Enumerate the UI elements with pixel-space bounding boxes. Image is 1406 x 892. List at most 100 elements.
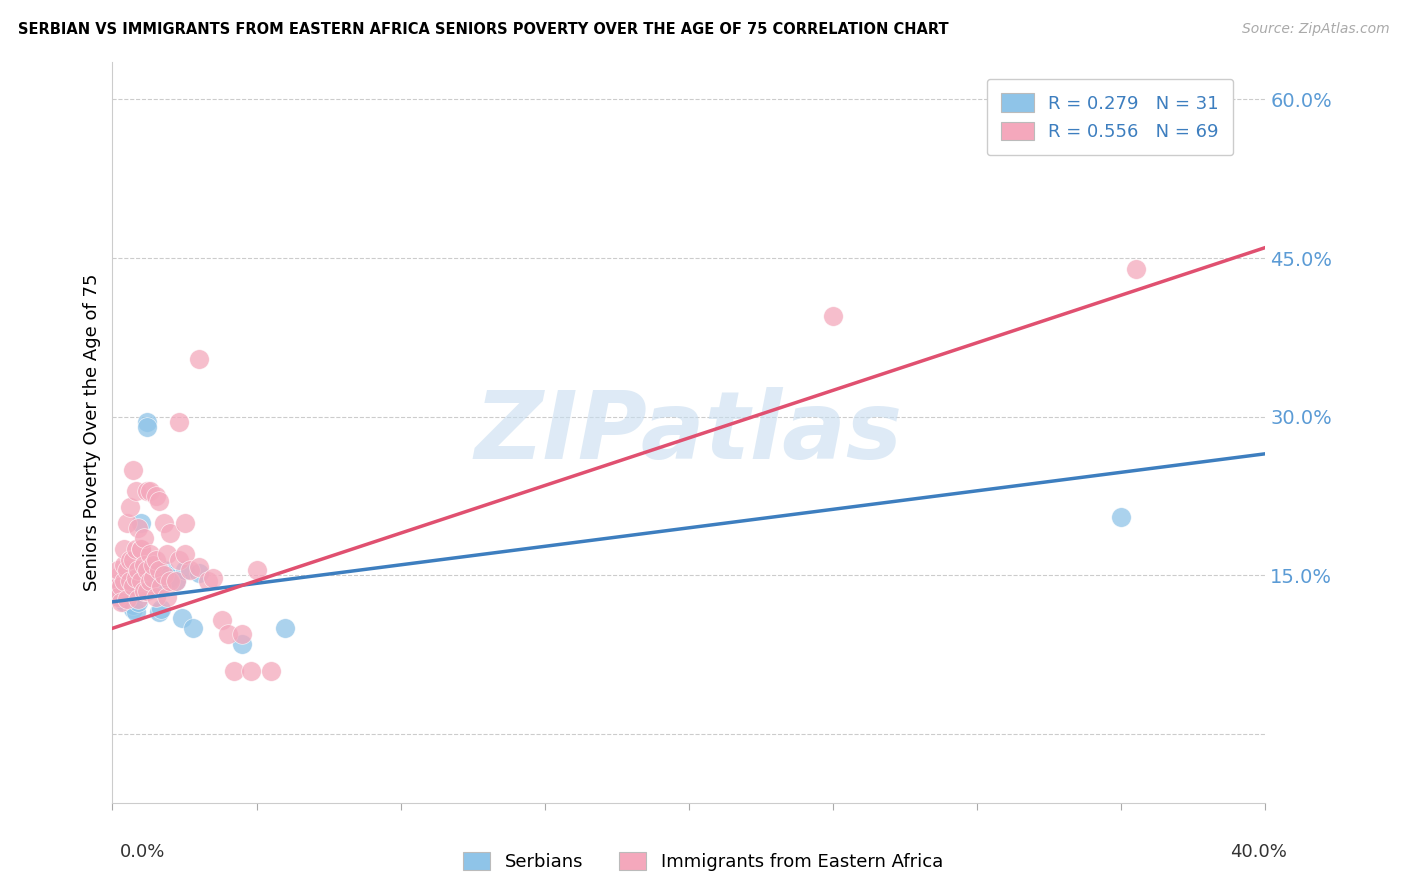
Point — [159, 570, 181, 584]
Point — [112, 574, 135, 588]
Point — [104, 581, 127, 595]
Point — [129, 541, 153, 556]
Point — [115, 563, 138, 577]
Point — [156, 568, 179, 582]
Text: 0.0%: 0.0% — [120, 843, 165, 861]
Point — [127, 591, 149, 606]
Point — [145, 552, 167, 566]
Point — [142, 558, 165, 572]
Point — [1111, 510, 1133, 524]
Point — [129, 563, 153, 577]
Point — [115, 516, 138, 530]
Point — [136, 420, 159, 434]
Point — [246, 563, 269, 577]
Point — [167, 415, 190, 429]
Point — [134, 558, 156, 572]
Point — [121, 602, 143, 616]
Point — [107, 590, 129, 604]
Point — [112, 595, 135, 609]
Point — [107, 563, 129, 577]
Text: Source: ZipAtlas.com: Source: ZipAtlas.com — [1241, 22, 1389, 37]
Point — [136, 563, 159, 577]
Point — [188, 560, 211, 574]
Point — [153, 563, 176, 577]
Point — [165, 574, 187, 588]
Point — [136, 415, 159, 429]
Point — [145, 590, 167, 604]
Point — [145, 574, 167, 588]
Point — [179, 563, 201, 577]
Point — [107, 590, 129, 604]
Point — [127, 563, 149, 577]
Point — [121, 579, 143, 593]
Point — [211, 613, 233, 627]
Point — [148, 494, 170, 508]
Point — [112, 558, 135, 572]
Point — [222, 664, 245, 678]
Point — [124, 606, 146, 620]
Point — [134, 532, 156, 546]
Point — [260, 664, 283, 678]
Point — [1125, 261, 1147, 276]
Point — [159, 526, 181, 541]
Point — [173, 516, 195, 530]
Point — [156, 590, 179, 604]
Point — [121, 598, 143, 612]
Point — [136, 483, 159, 498]
Point — [121, 552, 143, 566]
Point — [153, 516, 176, 530]
Point — [148, 563, 170, 577]
Point — [159, 574, 181, 588]
Point — [197, 574, 219, 588]
Point — [142, 570, 165, 584]
Point — [156, 547, 179, 561]
Point — [153, 568, 176, 582]
Point — [134, 584, 156, 599]
Point — [139, 574, 162, 588]
Point — [173, 547, 195, 561]
Point — [129, 574, 153, 588]
Point — [124, 483, 146, 498]
Point — [142, 570, 165, 584]
Point — [118, 574, 141, 588]
Point — [110, 579, 132, 593]
Y-axis label: Seniors Poverty Over the Age of 75: Seniors Poverty Over the Age of 75 — [83, 274, 101, 591]
Text: ZIPatlas: ZIPatlas — [475, 386, 903, 479]
Point — [217, 626, 239, 640]
Point — [145, 489, 167, 503]
Point — [118, 579, 141, 593]
Point — [136, 584, 159, 599]
Point — [274, 621, 297, 635]
Point — [127, 595, 149, 609]
Point — [167, 552, 190, 566]
Point — [165, 574, 187, 588]
Point — [181, 621, 204, 635]
Point — [139, 483, 162, 498]
Point — [188, 566, 211, 581]
Text: SERBIAN VS IMMIGRANTS FROM EASTERN AFRICA SENIORS POVERTY OVER THE AGE OF 75 COR: SERBIAN VS IMMIGRANTS FROM EASTERN AFRIC… — [18, 22, 949, 37]
Legend: R = 0.279   N = 31, R = 0.556   N = 69: R = 0.279 N = 31, R = 0.556 N = 69 — [987, 78, 1233, 155]
Point — [115, 587, 138, 601]
Point — [127, 521, 149, 535]
Point — [121, 462, 143, 476]
Point — [104, 570, 127, 584]
Point — [202, 570, 225, 584]
Point — [118, 552, 141, 566]
Point — [134, 584, 156, 599]
Point — [139, 547, 162, 561]
Point — [150, 602, 173, 616]
Point — [110, 591, 132, 606]
Point — [124, 570, 146, 584]
Point — [129, 516, 153, 530]
Legend: Serbians, Immigrants from Eastern Africa: Serbians, Immigrants from Eastern Africa — [456, 845, 950, 879]
Point — [188, 351, 211, 366]
Point — [139, 568, 162, 582]
Point — [170, 611, 193, 625]
Point — [112, 541, 135, 556]
Point — [821, 310, 844, 324]
Point — [148, 606, 170, 620]
Point — [231, 626, 253, 640]
Point — [129, 541, 153, 556]
Point — [239, 664, 262, 678]
Point — [150, 579, 173, 593]
